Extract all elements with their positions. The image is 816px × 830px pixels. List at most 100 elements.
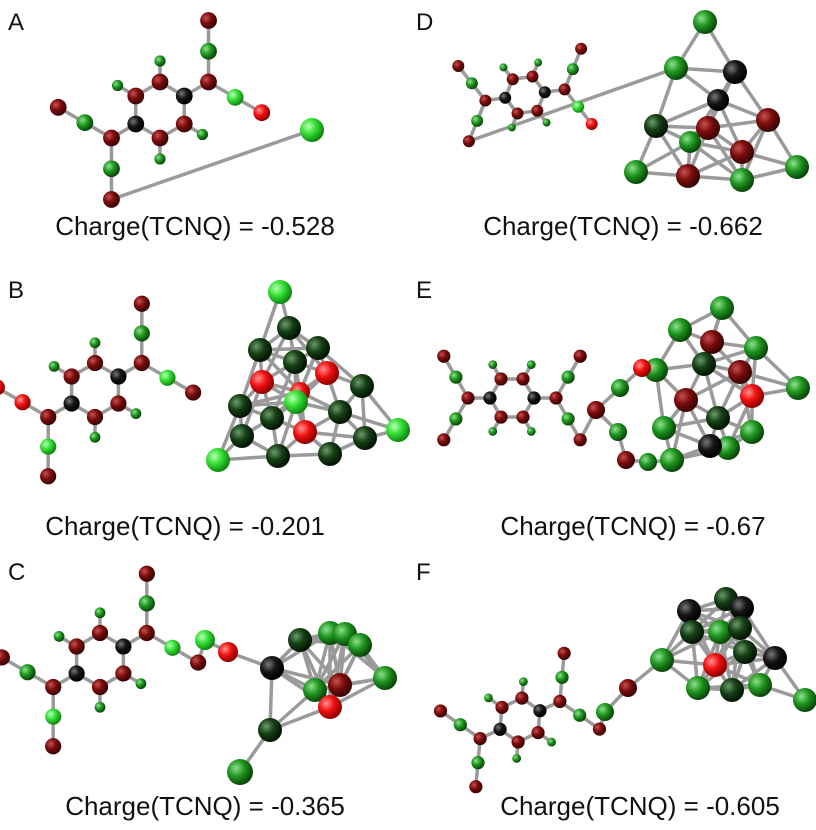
atom xyxy=(134,325,150,341)
atom xyxy=(154,153,165,164)
atom xyxy=(596,703,614,721)
atom xyxy=(115,638,131,654)
atom xyxy=(763,646,787,670)
atom xyxy=(748,673,772,697)
atom xyxy=(190,654,206,670)
atom xyxy=(511,735,524,748)
atom xyxy=(686,676,710,700)
atom xyxy=(64,368,80,384)
atom xyxy=(463,135,475,147)
atom xyxy=(586,118,598,130)
atom xyxy=(562,371,575,384)
atom xyxy=(624,160,648,184)
atom xyxy=(562,412,575,425)
atom xyxy=(644,114,668,138)
atom xyxy=(494,410,507,423)
atom xyxy=(720,678,744,702)
atom xyxy=(260,406,284,430)
atom xyxy=(139,566,155,582)
atom xyxy=(549,391,562,404)
atom xyxy=(499,63,507,71)
atom xyxy=(567,63,579,75)
atom xyxy=(115,665,131,681)
atom xyxy=(611,379,629,397)
atom xyxy=(555,671,568,684)
atom xyxy=(512,754,521,763)
atom xyxy=(633,359,651,377)
atom xyxy=(284,390,308,414)
atom xyxy=(258,718,282,742)
panel-caption: Charge(TCNQ) = -0.605 xyxy=(500,791,780,821)
atom xyxy=(652,416,676,440)
atom xyxy=(134,355,150,371)
atom xyxy=(288,628,312,652)
structure xyxy=(0,566,397,785)
atom xyxy=(315,361,339,385)
atom xyxy=(206,448,230,472)
atom xyxy=(553,695,566,708)
atom xyxy=(45,738,61,754)
atom xyxy=(756,108,780,132)
atom xyxy=(499,92,511,104)
atom xyxy=(786,376,810,400)
atom xyxy=(692,352,716,376)
atom xyxy=(386,418,410,442)
atom xyxy=(495,701,508,714)
atom xyxy=(733,640,757,664)
structure xyxy=(452,10,809,192)
atom xyxy=(479,95,491,107)
atom xyxy=(508,123,516,131)
atom xyxy=(437,433,450,446)
atom xyxy=(706,406,730,430)
atom xyxy=(676,164,700,188)
atom xyxy=(587,401,605,419)
atom xyxy=(127,88,144,105)
atom xyxy=(69,638,85,654)
atom xyxy=(707,89,729,111)
atom xyxy=(69,665,85,681)
atom xyxy=(49,361,60,372)
atom xyxy=(698,434,722,458)
atom xyxy=(660,448,684,472)
atom xyxy=(318,442,342,466)
atom xyxy=(728,360,752,384)
atom xyxy=(519,677,528,686)
atom xyxy=(54,631,65,642)
atom xyxy=(573,709,586,722)
atom xyxy=(103,191,120,208)
atom xyxy=(650,648,674,672)
atom xyxy=(40,468,56,484)
atom xyxy=(328,400,352,424)
atom xyxy=(318,695,342,719)
atom xyxy=(110,368,126,384)
atom xyxy=(266,444,290,468)
atom xyxy=(493,723,506,736)
atom xyxy=(293,420,317,444)
atom xyxy=(164,640,180,656)
atom xyxy=(253,104,270,121)
panel-label: B xyxy=(8,277,24,304)
atom xyxy=(484,694,493,703)
panel-caption: Charge(TCNQ) = -0.528 xyxy=(55,211,335,241)
atom xyxy=(195,630,215,650)
atom xyxy=(373,666,397,690)
structure xyxy=(434,587,816,793)
atom xyxy=(531,105,543,117)
atom xyxy=(139,595,155,611)
atom xyxy=(230,424,254,448)
atom xyxy=(723,60,747,84)
atom xyxy=(617,451,635,469)
atom xyxy=(437,350,450,363)
atom xyxy=(227,759,253,785)
molecular-structures xyxy=(0,10,816,793)
atom xyxy=(527,391,540,404)
panel-label: D xyxy=(416,9,433,36)
atom xyxy=(574,350,587,363)
panel-caption: Charge(TCNQ) = -0.67 xyxy=(500,511,765,541)
atom xyxy=(693,10,717,34)
atom xyxy=(559,83,571,95)
atom xyxy=(708,620,732,644)
atom xyxy=(668,318,692,342)
atom xyxy=(103,130,120,147)
structure xyxy=(0,280,410,484)
